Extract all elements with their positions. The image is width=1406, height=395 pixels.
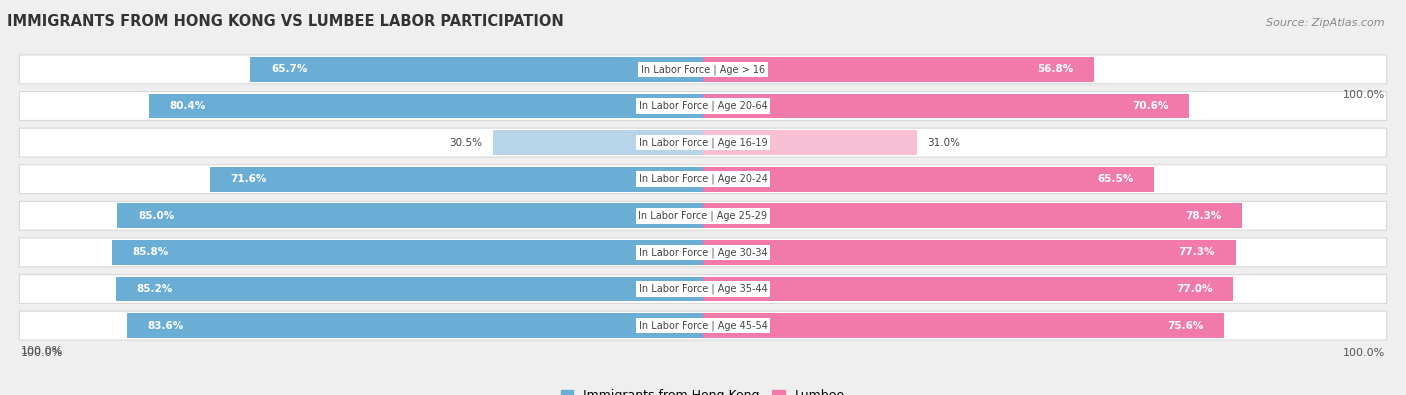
Text: 77.3%: 77.3%: [1178, 247, 1215, 258]
Bar: [127, 313, 703, 338]
Text: IMMIGRANTS FROM HONG KONG VS LUMBEE LABOR PARTICIPATION: IMMIGRANTS FROM HONG KONG VS LUMBEE LABO…: [7, 14, 564, 29]
FancyBboxPatch shape: [20, 165, 1386, 194]
Text: Source: ZipAtlas.com: Source: ZipAtlas.com: [1267, 18, 1385, 28]
Bar: [703, 203, 1243, 228]
FancyBboxPatch shape: [20, 311, 1386, 340]
Text: 78.3%: 78.3%: [1185, 211, 1222, 221]
Bar: [703, 130, 917, 155]
Bar: [149, 94, 703, 118]
Text: In Labor Force | Age 25-29: In Labor Force | Age 25-29: [638, 211, 768, 221]
Text: 77.0%: 77.0%: [1177, 284, 1213, 294]
FancyBboxPatch shape: [20, 128, 1386, 157]
Bar: [209, 167, 703, 192]
FancyBboxPatch shape: [20, 55, 1386, 84]
Text: 83.6%: 83.6%: [148, 321, 184, 331]
Text: 100.0%: 100.0%: [1343, 90, 1385, 100]
Text: 71.6%: 71.6%: [231, 174, 267, 184]
Text: 56.8%: 56.8%: [1038, 64, 1074, 74]
Bar: [703, 240, 1236, 265]
Text: 80.4%: 80.4%: [170, 101, 207, 111]
Bar: [703, 313, 1223, 338]
Text: 30.5%: 30.5%: [449, 137, 482, 148]
Text: 70.6%: 70.6%: [1132, 101, 1168, 111]
Text: 31.0%: 31.0%: [928, 137, 960, 148]
Text: 100.0%: 100.0%: [21, 346, 63, 356]
Bar: [703, 94, 1189, 118]
Bar: [250, 57, 703, 82]
Text: In Labor Force | Age 20-24: In Labor Force | Age 20-24: [638, 174, 768, 184]
Bar: [117, 276, 703, 301]
Text: In Labor Force | Age 35-44: In Labor Force | Age 35-44: [638, 284, 768, 294]
Bar: [494, 130, 703, 155]
Bar: [118, 203, 703, 228]
Text: 100.0%: 100.0%: [21, 348, 63, 358]
Text: In Labor Force | Age 20-64: In Labor Force | Age 20-64: [638, 101, 768, 111]
FancyBboxPatch shape: [20, 275, 1386, 303]
Text: In Labor Force | Age > 16: In Labor Force | Age > 16: [641, 64, 765, 75]
Text: 85.2%: 85.2%: [136, 284, 173, 294]
FancyBboxPatch shape: [20, 92, 1386, 120]
Text: 85.8%: 85.8%: [132, 247, 169, 258]
Text: 85.0%: 85.0%: [138, 211, 174, 221]
Text: In Labor Force | Age 16-19: In Labor Force | Age 16-19: [638, 137, 768, 148]
Text: 65.5%: 65.5%: [1097, 174, 1133, 184]
FancyBboxPatch shape: [20, 201, 1386, 230]
Text: 65.7%: 65.7%: [271, 64, 308, 74]
Bar: [112, 240, 703, 265]
Text: In Labor Force | Age 45-54: In Labor Force | Age 45-54: [638, 320, 768, 331]
FancyBboxPatch shape: [20, 238, 1386, 267]
Bar: [703, 276, 1233, 301]
Text: 100.0%: 100.0%: [1343, 348, 1385, 358]
Text: 75.6%: 75.6%: [1167, 321, 1204, 331]
Bar: [703, 57, 1094, 82]
Text: In Labor Force | Age 30-34: In Labor Force | Age 30-34: [638, 247, 768, 258]
Bar: [703, 167, 1154, 192]
Legend: Immigrants from Hong Kong, Lumbee: Immigrants from Hong Kong, Lumbee: [555, 384, 851, 395]
